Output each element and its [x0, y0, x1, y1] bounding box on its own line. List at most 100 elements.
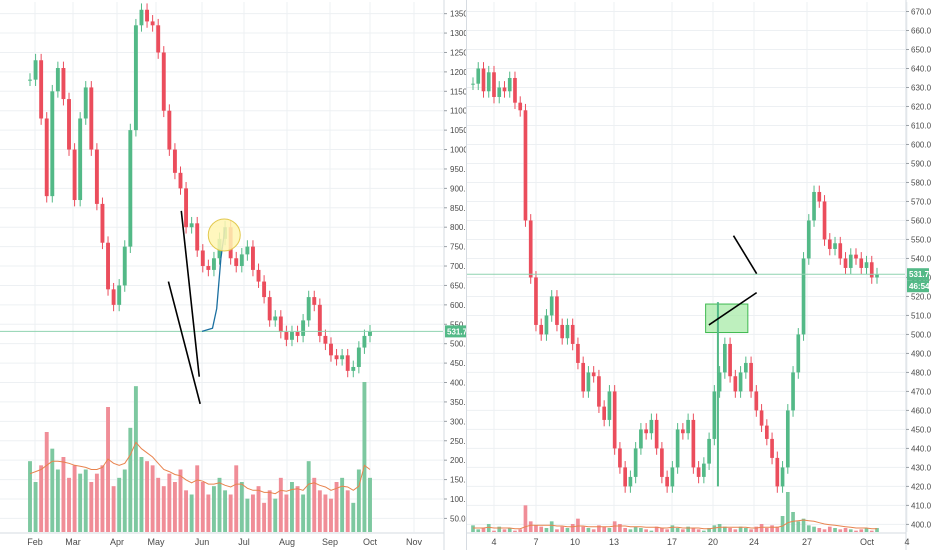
y-tick-label: 550.0: [911, 235, 932, 244]
candle-up: [55, 68, 60, 92]
volume-bar: [528, 521, 533, 532]
candle-up: [875, 274, 879, 278]
y-tick-label: 400.0: [911, 520, 932, 529]
candle-up: [670, 467, 675, 487]
y-tick-label: 400.0: [450, 379, 466, 388]
y-tick-label: 490.0: [911, 349, 932, 358]
candle-down: [528, 220, 533, 278]
volume-bar: [639, 528, 643, 532]
volume-bar: [290, 482, 294, 532]
volume-bar: [497, 526, 502, 532]
candle-down: [329, 343, 333, 356]
trendline-lower: [167, 281, 201, 405]
candle-down: [184, 188, 189, 228]
right-chart-panel[interactable]: 400.0 410.0 420.0 430.0 440.0 450.0 460.0 470.0…: [466, 0, 932, 550]
volume-bar: [628, 529, 633, 532]
left-chart-panel[interactable]: 50.0 100.0 150.0 200.0 250.0 300.0 350.0 400.0 4…: [0, 0, 466, 550]
candle-up: [723, 343, 727, 373]
y-tick-label: 630.0: [911, 83, 932, 92]
volume-bar: [476, 529, 481, 532]
x-tick-label: Aug: [279, 537, 295, 547]
volume-bar: [78, 473, 83, 532]
volume-bar: [486, 524, 491, 532]
candle-up: [306, 297, 311, 321]
volume-bar: [156, 477, 161, 532]
candle-up: [356, 347, 361, 367]
candle-down: [759, 410, 764, 426]
volume-bar: [94, 473, 99, 532]
right-chart[interactable]: 400.0 410.0 420.0 430.0 440.0 450.0 460.0 470.0…: [467, 0, 932, 550]
y-tick-label: 1250.0: [450, 48, 466, 57]
volume-bar: [544, 528, 549, 532]
candle-down: [749, 362, 753, 392]
candle-down: [44, 118, 49, 197]
y-tick-label: 1150.0: [450, 87, 466, 96]
volume-bar: [675, 528, 680, 532]
candle-up: [351, 366, 356, 371]
volume-bar: [618, 524, 622, 532]
x-tick-label: Nov: [406, 537, 423, 547]
candle-up: [833, 243, 837, 249]
volume-bar: [329, 498, 333, 532]
candle-down: [200, 250, 205, 267]
x-tick-label: 10: [570, 537, 580, 547]
x-tick-label: Apr: [110, 537, 124, 547]
volume-bar: [262, 502, 267, 532]
candle-up: [362, 335, 367, 348]
candle-down: [178, 172, 183, 189]
price-badge: [445, 325, 466, 338]
candle-up: [586, 372, 591, 392]
x-tick-label: Jun: [195, 537, 210, 547]
volume-bar: [234, 465, 239, 532]
volume-bar: [89, 482, 94, 532]
volume-bar: [796, 521, 801, 532]
candle-down: [67, 99, 71, 150]
y-tick-label: 650.0: [911, 45, 932, 54]
candle-down: [696, 467, 701, 477]
candle-down: [618, 448, 622, 468]
y-tick-label: 1200.0: [450, 68, 466, 77]
support-zone-box: [705, 303, 749, 334]
volume-bar: [827, 526, 832, 532]
candle-up: [565, 324, 570, 339]
candle-down: [691, 419, 696, 468]
time-badge-label: 46:54: [909, 282, 930, 291]
volume-bar: [717, 524, 722, 532]
volume-bar: [854, 530, 858, 532]
volume-bar: [560, 526, 565, 532]
candle-down: [644, 429, 648, 434]
y-tick-label: 1350.0: [450, 10, 466, 19]
volume-bar: [184, 490, 189, 532]
candle-down: [859, 258, 864, 268]
volume-bar: [189, 494, 194, 532]
candle-down: [665, 476, 669, 487]
left-chart[interactable]: 50.0 100.0 150.0 200.0 250.0 300.0 350.0 400.0 4…: [0, 0, 466, 550]
x-tick-label: Oct: [860, 537, 875, 547]
candle-up: [273, 316, 278, 321]
candle-down: [94, 149, 99, 204]
volume-bar: [791, 512, 795, 532]
volume-bar: [200, 482, 205, 532]
candle-down: [100, 203, 105, 243]
x-tick-label: 4: [491, 537, 496, 547]
volume-bar: [239, 482, 244, 532]
volume-bar: [471, 525, 475, 532]
candle-up: [133, 25, 138, 131]
volume-bar: [334, 482, 339, 532]
y-tick-label: 440.0: [911, 444, 932, 453]
volume-bar: [691, 528, 696, 532]
candle-up: [812, 191, 816, 221]
candle-down: [206, 266, 211, 270]
x-tick-label: Feb: [27, 537, 43, 547]
candle-up: [78, 118, 83, 201]
y-tick-label: 250.0: [450, 437, 466, 446]
volume-bar: [323, 494, 328, 532]
volume-bar: [607, 528, 612, 532]
volume-bar: [211, 486, 216, 532]
volume-bar: [44, 432, 49, 532]
volume-bar: [539, 526, 544, 532]
volume-bar: [764, 528, 769, 532]
candle-up: [785, 410, 790, 468]
candle-up: [717, 372, 722, 392]
volume-bar: [356, 469, 361, 532]
